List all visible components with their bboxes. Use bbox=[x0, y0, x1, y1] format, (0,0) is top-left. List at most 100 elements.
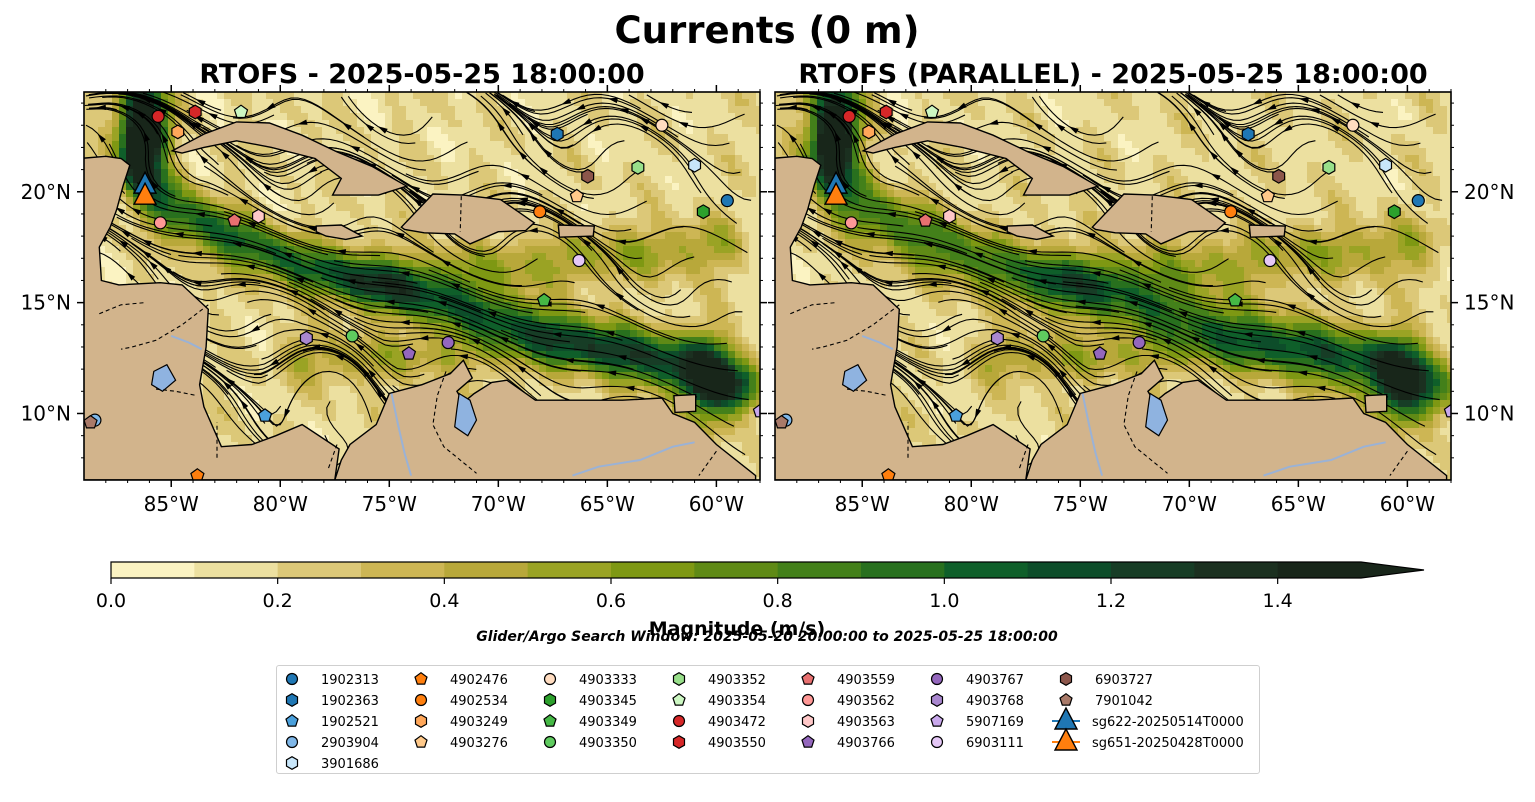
streamline bbox=[828, 182, 1072, 257]
streamline bbox=[493, 93, 691, 165]
legend-label: 4903249 bbox=[450, 715, 508, 730]
streamline bbox=[1200, 103, 1432, 174]
land-polygon bbox=[557, 224, 596, 238]
streamline bbox=[488, 308, 738, 372]
streamline-arrow bbox=[349, 145, 361, 153]
lon-tick-label: 60°W bbox=[689, 492, 744, 516]
country-border bbox=[1150, 196, 1153, 232]
streamline-arrow bbox=[220, 150, 230, 160]
figure-suptitle: Currents (0 m) bbox=[614, 9, 919, 52]
map-panel-rtofs-parallel: 85°W 80°W 75°W 70°W 65°W 60°W 20°N 15°N 10°N bbox=[768, 85, 1514, 516]
streamline-arrow bbox=[960, 358, 971, 367]
colorbar-bin bbox=[944, 562, 1029, 578]
streamline-arrow bbox=[551, 332, 562, 338]
legend-label: 7901042 bbox=[1095, 694, 1153, 709]
streamline-arrow bbox=[235, 281, 246, 287]
country-border bbox=[120, 304, 209, 350]
streamline bbox=[102, 96, 317, 228]
legend-marker-4903354 bbox=[672, 692, 686, 706]
streamline-arrow bbox=[1217, 121, 1227, 131]
map-clip-group bbox=[84, 92, 760, 480]
streamline-arrow bbox=[238, 197, 249, 205]
streamline-arrow bbox=[384, 299, 395, 305]
streamline-arrow bbox=[1177, 311, 1188, 318]
streamline bbox=[178, 254, 429, 313]
streamline bbox=[384, 305, 634, 370]
streamline bbox=[1337, 94, 1384, 113]
streamline-arrow bbox=[911, 150, 921, 160]
streamline bbox=[284, 246, 533, 314]
streamline-arrow bbox=[926, 281, 937, 287]
streamline-arrow bbox=[890, 154, 900, 164]
streamline-arrow bbox=[1025, 354, 1036, 361]
streamline bbox=[927, 138, 1170, 185]
streamline bbox=[310, 298, 542, 397]
float-marker-3901686 bbox=[688, 157, 702, 173]
river-line bbox=[390, 393, 413, 476]
legend-marker-4903562 bbox=[801, 693, 815, 707]
streamline-arrow bbox=[1131, 259, 1142, 267]
land-polygon bbox=[1364, 393, 1388, 414]
legend-label: 4903563 bbox=[837, 715, 895, 730]
streamline-arrow bbox=[240, 399, 249, 410]
colorbar-tick-label: 0.6 bbox=[596, 590, 626, 612]
colorbar-bin bbox=[611, 562, 695, 578]
streamline-arrow bbox=[306, 226, 317, 232]
lake-polygon bbox=[841, 363, 868, 393]
streamline-arrow bbox=[436, 301, 447, 307]
streamline-arrow bbox=[997, 226, 1008, 232]
streamline-arrow bbox=[1298, 97, 1309, 104]
colorbar-tick-label: 0.0 bbox=[96, 590, 126, 612]
streamline-arrow bbox=[594, 304, 605, 310]
streamline bbox=[428, 269, 675, 342]
streamline bbox=[979, 281, 1221, 369]
streamline-arrow bbox=[377, 126, 388, 134]
streamline bbox=[1207, 202, 1423, 306]
legend-marker-2903904 bbox=[285, 735, 299, 749]
float-marker-4903352 bbox=[631, 159, 645, 175]
streamline bbox=[992, 146, 1234, 199]
lon-tick-label: 80°W bbox=[253, 492, 308, 516]
streamline-arrow bbox=[297, 119, 308, 125]
streamline bbox=[923, 98, 1159, 162]
streamline-arrow bbox=[334, 354, 345, 361]
streamline-arrow bbox=[1295, 331, 1306, 337]
streamline bbox=[405, 164, 647, 216]
streamline-arrow bbox=[120, 230, 131, 238]
streamline bbox=[320, 277, 570, 343]
streamline-arrow bbox=[582, 238, 592, 247]
land bbox=[84, 121, 757, 480]
streamline-arrow bbox=[335, 249, 347, 255]
streamline bbox=[513, 357, 746, 456]
streamline-arrow bbox=[614, 291, 624, 301]
streamline-arrow bbox=[678, 121, 689, 128]
colorbar-tick-label: 0.4 bbox=[429, 590, 459, 612]
country-border bbox=[790, 302, 837, 315]
streamline bbox=[1119, 269, 1366, 342]
streamline bbox=[192, 290, 425, 378]
streamline bbox=[1096, 164, 1338, 216]
float-marker-4903276 bbox=[1260, 188, 1276, 203]
streamline bbox=[1001, 298, 1233, 397]
streamline-arrow bbox=[1189, 336, 1200, 343]
land-polygon bbox=[315, 224, 365, 241]
legend-marker-4903767 bbox=[930, 672, 944, 686]
streamline-arrow bbox=[161, 133, 169, 144]
float-marker-1902363 bbox=[550, 126, 564, 142]
streamline-arrow bbox=[814, 92, 825, 97]
streamline-arrow bbox=[607, 97, 618, 104]
streamline-arrow bbox=[516, 364, 526, 373]
streamline-arrow bbox=[985, 277, 996, 284]
lon-tick-label: 70°W bbox=[471, 492, 526, 516]
streamline-arrow bbox=[283, 408, 291, 419]
streamline-arrow bbox=[616, 355, 627, 361]
streamline bbox=[516, 202, 732, 306]
legend-entries: 1902313 1902363 1902521 2903904 3901686 49024… bbox=[285, 671, 1244, 772]
legend-marker-4903352 bbox=[672, 672, 686, 686]
streamline bbox=[527, 107, 752, 201]
lon-tick-label: 75°W bbox=[362, 492, 417, 516]
float-marker-4903333 bbox=[655, 118, 669, 132]
legend-label: 4903472 bbox=[708, 715, 766, 730]
streamline-arrow bbox=[988, 119, 999, 125]
legend-marker-1902521 bbox=[285, 713, 299, 727]
